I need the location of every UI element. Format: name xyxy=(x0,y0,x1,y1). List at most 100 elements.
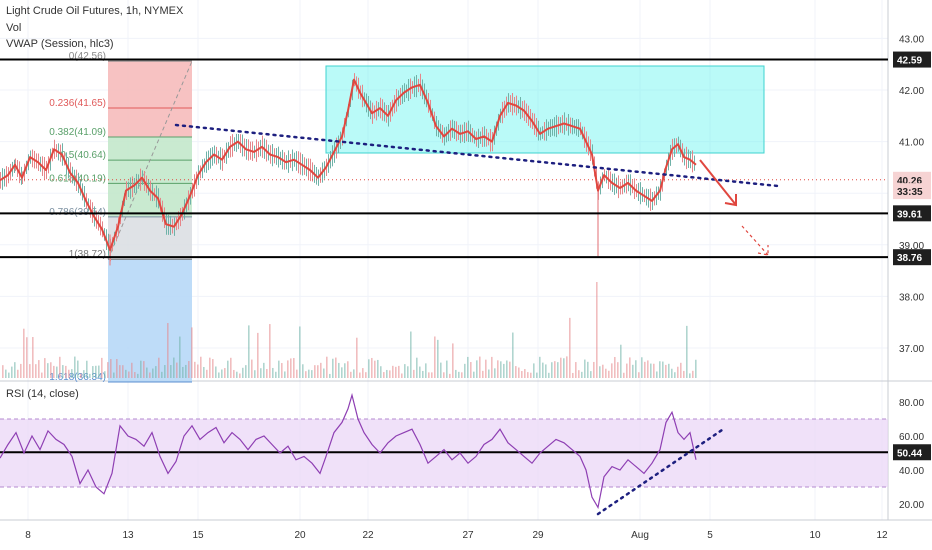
x-axis-tick: 13 xyxy=(122,530,134,541)
volume-bar xyxy=(59,356,61,378)
volume-bar xyxy=(38,360,40,378)
volume-bar xyxy=(695,359,697,378)
volume-bar xyxy=(293,358,295,378)
symbol-title: Light Crude Oil Futures, 1h, NYMEX xyxy=(6,5,184,17)
volume-bar xyxy=(14,362,16,378)
volume-bar xyxy=(80,373,82,378)
volume-bar xyxy=(356,337,358,378)
volume-bar xyxy=(44,358,46,378)
volume-bar xyxy=(683,370,685,378)
volume-bar xyxy=(68,369,70,378)
price-axis-tick: 43.00 xyxy=(899,34,924,45)
volume-bar xyxy=(278,360,280,378)
volume-bar xyxy=(230,357,232,378)
volume-bar xyxy=(128,371,130,378)
volume-bar xyxy=(545,364,547,378)
volume-bar xyxy=(611,363,613,378)
price-series xyxy=(0,73,888,266)
volume-bar xyxy=(11,366,13,378)
fib-level-label: 0(42.56) xyxy=(69,51,106,62)
volume-bar xyxy=(419,366,421,378)
vol-indicator-label: Vol xyxy=(6,22,22,34)
volume-bar xyxy=(29,364,31,378)
volume-bar xyxy=(398,365,400,378)
trend-line-dotted xyxy=(174,123,780,188)
volume-bar xyxy=(245,365,247,378)
volume-bar xyxy=(170,365,172,378)
volume-bar xyxy=(218,372,220,378)
price-label-support-low-bg xyxy=(893,249,931,266)
volume-bar xyxy=(335,357,337,378)
price-label-resistance-bg xyxy=(893,51,931,68)
volume-bar xyxy=(530,372,532,378)
volume-bar xyxy=(71,369,73,378)
volume-bar xyxy=(353,369,355,378)
volume-bar xyxy=(578,370,580,378)
vwap-indicator-label: VWAP (Session, hlc3) xyxy=(6,38,114,50)
volume-bar xyxy=(614,356,616,378)
fib-zone xyxy=(108,108,192,137)
volume-bar xyxy=(509,361,511,378)
horizontal-lines[interactable] xyxy=(0,58,888,259)
volume-bar xyxy=(572,372,574,378)
volume-bar xyxy=(416,357,418,378)
volume-bar xyxy=(221,369,223,378)
volume-bar xyxy=(461,372,463,378)
volume-bar xyxy=(524,369,526,378)
volume-bar xyxy=(35,364,37,378)
fib-trend-line xyxy=(107,60,193,260)
volume-bar xyxy=(359,372,361,378)
volume-bar xyxy=(563,358,565,378)
volume-bar xyxy=(413,369,415,378)
volume-bar xyxy=(155,366,157,378)
volume-bar xyxy=(161,371,163,378)
volume-bar xyxy=(605,368,607,378)
volume-bar xyxy=(101,357,103,378)
volume-bar xyxy=(554,361,556,378)
volume-bar xyxy=(137,373,139,378)
volume-bar xyxy=(512,332,514,378)
fib-retracement[interactable]: 0(42.56) 0.236(41.65) 0.382(41.09) 0.5(40.6… xyxy=(49,51,193,383)
volume-bar xyxy=(497,360,499,378)
x-axis-tick: 5 xyxy=(707,530,713,541)
volume-bar xyxy=(527,372,529,378)
volume-bar xyxy=(53,365,55,378)
volume-bar xyxy=(254,370,256,378)
volume-bar xyxy=(680,362,682,378)
volume-bar xyxy=(143,361,145,378)
x-axis-tick: 10 xyxy=(809,530,821,541)
volume-bar xyxy=(158,357,160,378)
volume-bar xyxy=(602,364,604,378)
volume-bar xyxy=(590,371,592,378)
fib-level-label: 0.618(40.19) xyxy=(49,173,106,184)
volume-bar xyxy=(281,363,283,378)
volume-bar xyxy=(689,373,691,378)
volume-bar xyxy=(464,363,466,378)
volume-bar xyxy=(347,361,349,378)
volume-bar xyxy=(437,339,439,378)
volume-bar xyxy=(308,369,310,378)
volume-bar xyxy=(635,360,637,378)
volume-bar xyxy=(548,372,550,378)
volume-bar xyxy=(395,366,397,378)
volume-bar xyxy=(83,370,85,378)
volume-bar xyxy=(326,356,328,378)
volume-bar xyxy=(401,373,403,378)
volume-bar xyxy=(422,370,424,378)
x-axis-tick: Aug xyxy=(631,530,649,541)
volume-bar xyxy=(62,365,64,378)
volume-bar xyxy=(626,363,628,378)
volume-bar xyxy=(224,368,226,378)
volume-bar xyxy=(377,359,379,378)
x-axis-tick: 27 xyxy=(462,530,474,541)
volume-bar xyxy=(26,337,28,378)
volume-bar xyxy=(476,360,478,378)
volume-bar xyxy=(440,362,442,378)
volume-bar xyxy=(116,359,118,378)
rsi-axis-tick: 40.00 xyxy=(899,466,924,477)
price-label-support: 39.61 xyxy=(897,209,922,220)
volume-bar xyxy=(620,344,622,378)
volume-bar xyxy=(560,357,562,378)
fib-zone-extension xyxy=(108,259,192,383)
volume-bar xyxy=(176,362,178,378)
